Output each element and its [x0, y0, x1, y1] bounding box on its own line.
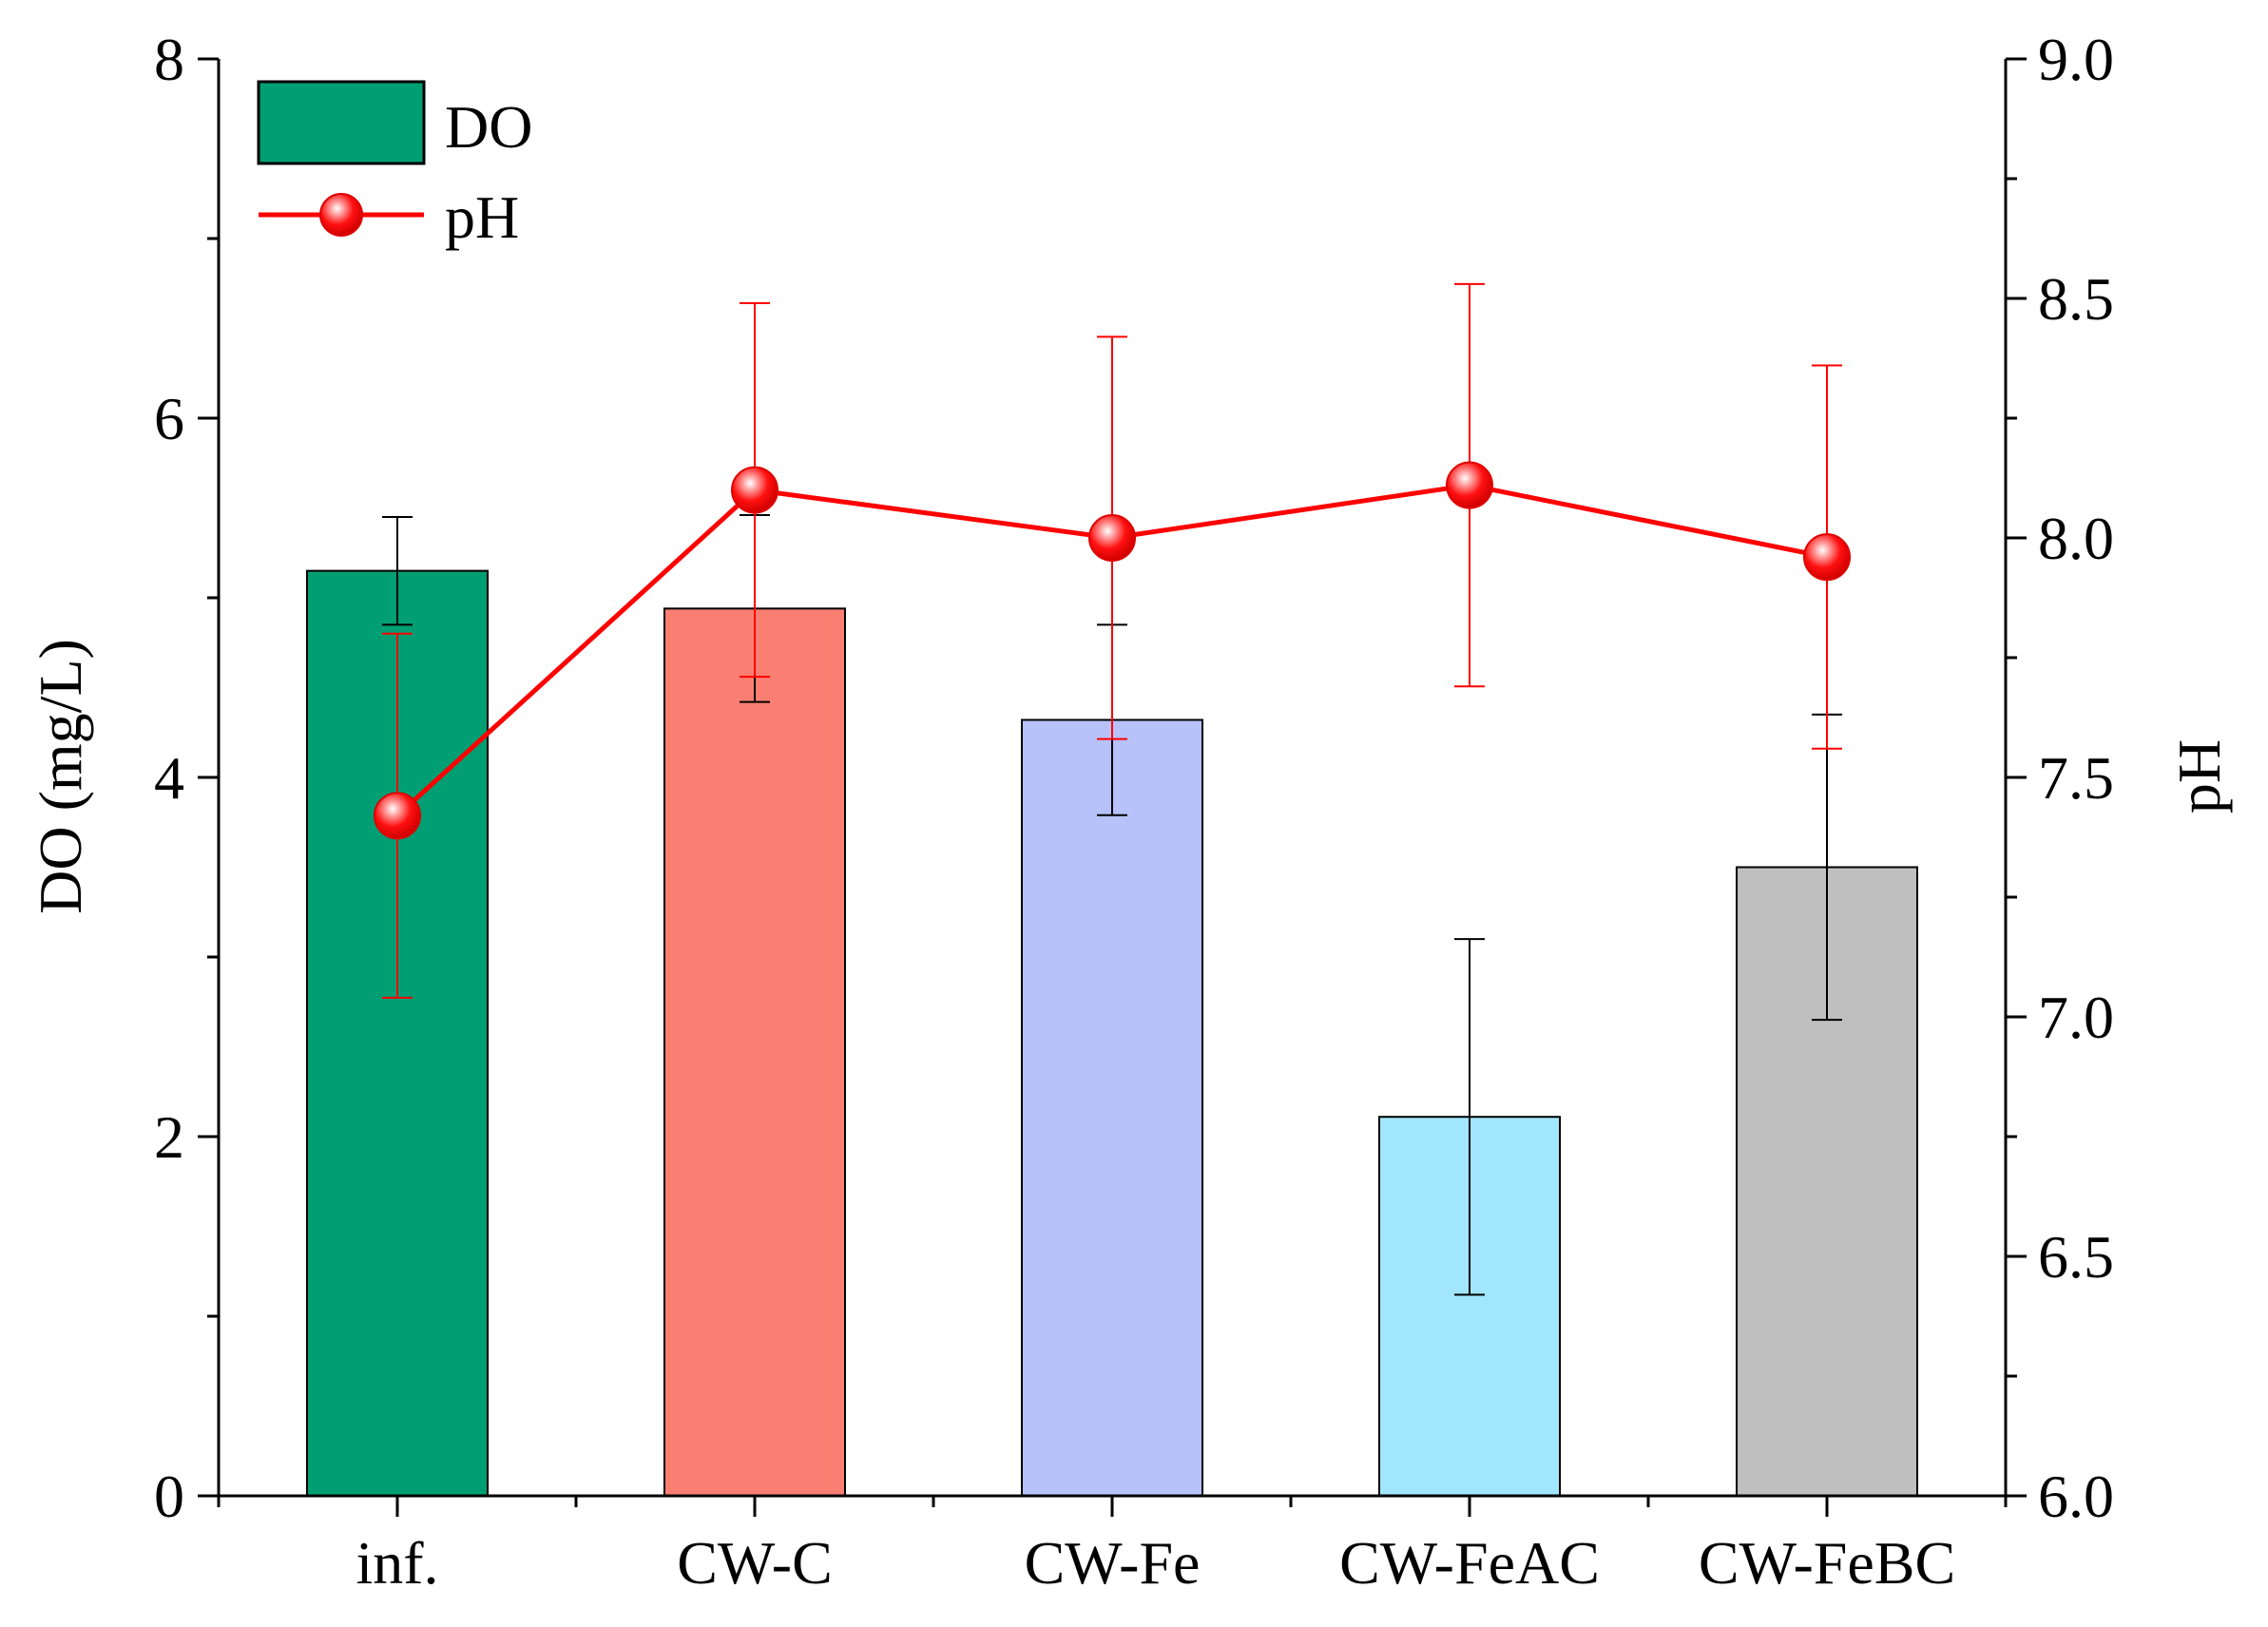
legend-ph-label: pH — [445, 183, 519, 251]
left-y-ticks: 0 2 4 6 8 — [154, 26, 219, 1530]
x-tick-label-cw-fe: CW-Fe — [1025, 1529, 1201, 1597]
right-tick-label-9-0: 9.0 — [2038, 26, 2114, 93]
left-tick-label-8: 8 — [154, 26, 184, 93]
x-tick-label-cw-feac: CW-FeAC — [1339, 1529, 1600, 1597]
ph-point-cw-feac — [1446, 461, 1493, 509]
bar-cw-fe — [1021, 718, 1203, 1497]
x-tick-label-cw-c: CW-C — [677, 1529, 833, 1597]
right-tick-label-7-5: 7.5 — [2038, 744, 2114, 812]
left-tick-label-2: 2 — [154, 1103, 184, 1171]
legend: DO pH — [257, 80, 532, 251]
x-tick-label-inf: inf. — [356, 1529, 438, 1597]
x-axis-ticks: inf. CW-C CW-Fe CW-FeAC CW-FeBC — [217, 1496, 2008, 1597]
legend-do-label: DO — [445, 93, 532, 161]
bar-cw-c — [663, 607, 846, 1497]
right-tick-label-8-0: 8.0 — [2038, 505, 2114, 572]
left-tick-label-4: 4 — [154, 744, 184, 812]
right-y-axis-label: pH — [2165, 739, 2233, 814]
legend-do-swatch — [257, 80, 426, 165]
legend-ph-marker — [319, 193, 363, 237]
ph-point-inf — [374, 792, 421, 840]
right-y-ticks: 6.0 6.5 7.0 7.5 8.0 8.5 9.0 — [2006, 26, 2114, 1530]
right-tick-label-6-0: 6.0 — [2038, 1463, 2114, 1530]
ph-point-cw-fe — [1088, 514, 1136, 562]
ph-points-layer — [374, 461, 1851, 840]
right-tick-label-6-5: 6.5 — [2038, 1223, 2114, 1291]
left-tick-label-6: 6 — [154, 385, 184, 452]
left-tick-label-0: 0 — [154, 1463, 184, 1530]
left-y-axis-label: DO (mg/L) — [27, 639, 94, 914]
right-tick-label-8-5: 8.5 — [2038, 265, 2114, 333]
right-tick-label-7-0: 7.0 — [2038, 984, 2114, 1051]
x-tick-label-cw-febc: CW-FeBC — [1699, 1529, 1955, 1597]
ph-point-cw-febc — [1803, 533, 1851, 582]
ph-point-cw-c — [731, 466, 778, 514]
